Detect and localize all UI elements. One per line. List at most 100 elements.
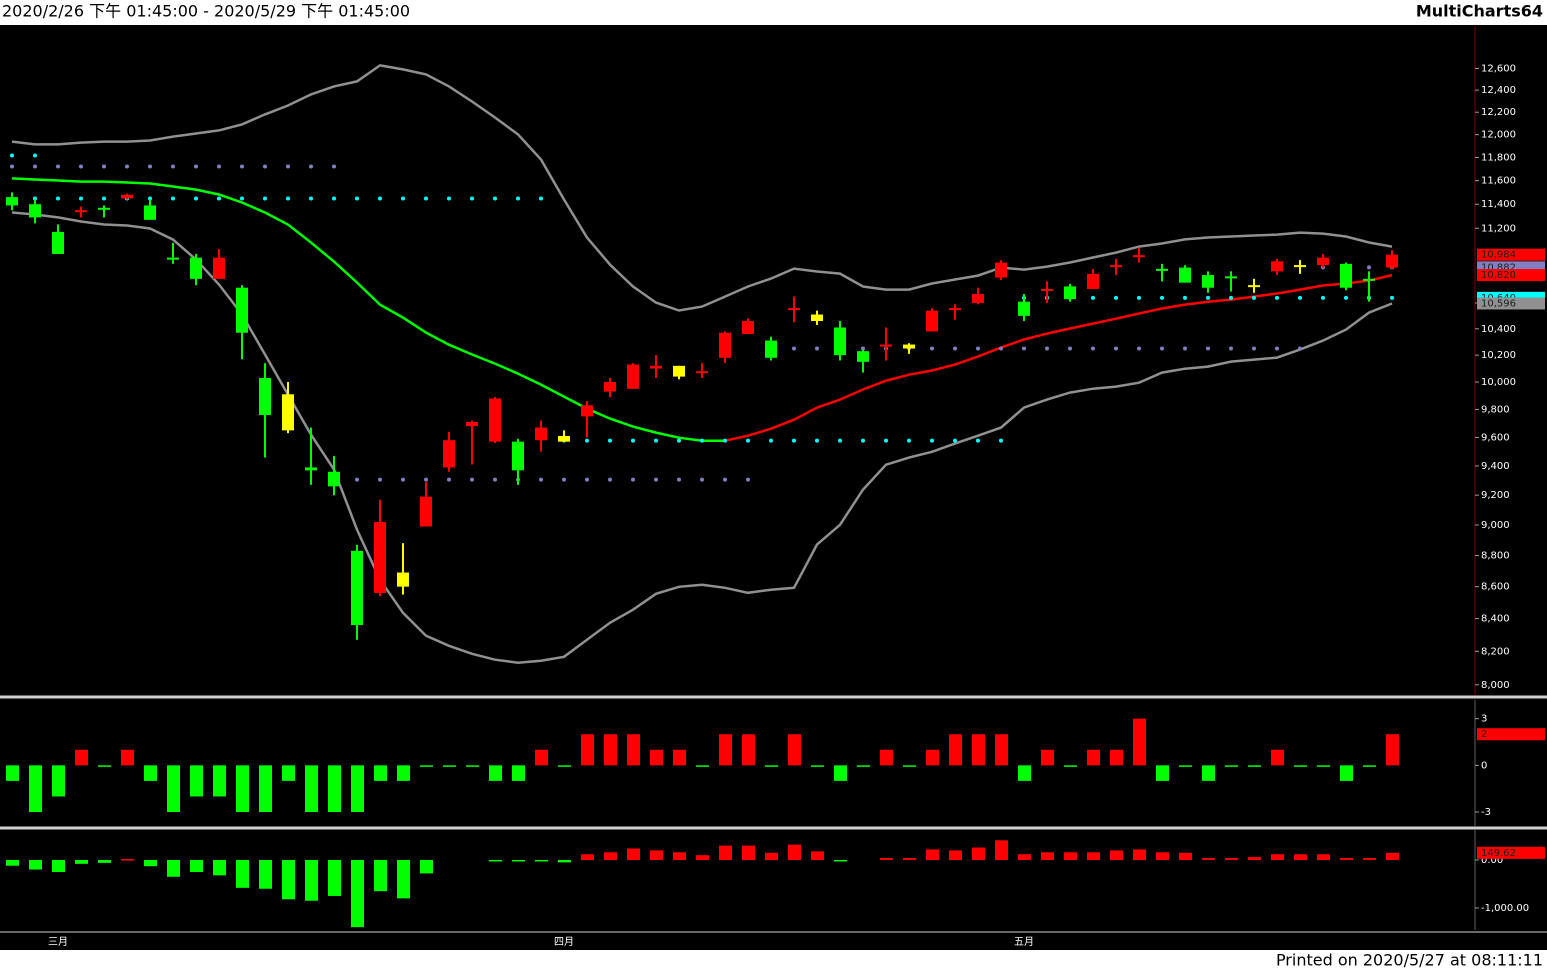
candle-body xyxy=(995,262,1007,278)
candle-body xyxy=(1363,278,1375,281)
histogram-bar xyxy=(144,859,157,867)
level-dot xyxy=(930,438,934,443)
histogram-bar xyxy=(926,749,939,766)
candle-body xyxy=(144,205,156,220)
level-dot xyxy=(1252,295,1256,300)
level-dot xyxy=(470,196,474,201)
price-tag-label: 10,882 xyxy=(1481,262,1516,273)
level-dot xyxy=(424,196,428,201)
level-dot xyxy=(10,164,14,169)
level-dot xyxy=(263,196,267,201)
candle-body xyxy=(1340,263,1352,288)
histogram-bar xyxy=(1248,765,1261,767)
candle-body xyxy=(696,371,708,374)
histogram-bar xyxy=(673,852,686,860)
date-range: 2020/2/26 下午 01:45:00 - 2020/5/29 下午 01:… xyxy=(2,2,410,21)
printed-note: Printed on 2020/5/27 at 08:11:11 xyxy=(1276,951,1543,970)
candle-body xyxy=(719,332,731,358)
histogram-bar xyxy=(604,734,617,766)
y-tick-label: 11,600 xyxy=(1481,176,1516,187)
level-dot xyxy=(378,196,382,201)
level-dot xyxy=(1114,295,1118,300)
level-dot xyxy=(286,164,290,169)
level-dot xyxy=(1183,346,1187,351)
histogram-bar xyxy=(788,734,801,766)
level-dot xyxy=(1229,295,1233,300)
level-dot xyxy=(309,196,313,201)
histogram-bar xyxy=(949,850,962,860)
histogram-bar xyxy=(903,858,916,860)
y-tick-label: 12,600 xyxy=(1481,63,1516,74)
candle-body xyxy=(1064,286,1076,300)
histogram-bar xyxy=(719,734,732,766)
level-dot xyxy=(976,346,980,351)
level-dot xyxy=(1344,295,1348,300)
histogram-bar xyxy=(834,859,847,862)
histogram-bar xyxy=(1340,858,1353,860)
level-dot xyxy=(1298,346,1302,351)
level-dot xyxy=(1275,346,1279,351)
app-name: MultiCharts64 xyxy=(1416,2,1543,21)
candle-body xyxy=(1386,254,1398,268)
histogram-bar xyxy=(765,765,778,767)
histogram-bar xyxy=(972,847,985,860)
level-dot xyxy=(217,196,221,201)
price-tag xyxy=(1477,269,1545,282)
level-dot xyxy=(562,477,566,482)
y-tick-label: 12,200 xyxy=(1481,107,1516,118)
histogram-bar xyxy=(466,765,479,767)
level-dot xyxy=(654,477,658,482)
level-dot xyxy=(1045,346,1049,351)
histogram-bar xyxy=(420,765,433,767)
level-dot xyxy=(700,438,704,443)
histogram-bar xyxy=(1271,854,1284,860)
level-dot xyxy=(999,438,1003,443)
candle-body xyxy=(121,194,133,199)
price-tag xyxy=(1477,297,1545,310)
histogram-bar xyxy=(535,859,548,862)
histogram-bar xyxy=(788,844,801,860)
histogram-bar xyxy=(1363,765,1376,767)
candle-body xyxy=(512,441,524,471)
histogram-bar xyxy=(742,845,755,860)
histogram-bar xyxy=(1363,858,1376,860)
candle-body xyxy=(880,344,892,347)
candle-body xyxy=(1294,265,1306,268)
y-tick-label: 0 xyxy=(1481,760,1487,771)
level-dot xyxy=(447,196,451,201)
histogram-bar xyxy=(443,765,456,767)
y-tick-label: -1,000.00 xyxy=(1481,903,1529,914)
level-dot xyxy=(33,164,37,169)
level-dot xyxy=(677,477,681,482)
histogram-bar xyxy=(75,749,88,766)
histogram-bar xyxy=(213,765,226,797)
histogram-bar xyxy=(75,859,88,864)
histogram-bar xyxy=(420,859,433,874)
candle-body xyxy=(765,340,777,358)
histogram-bar xyxy=(581,854,594,860)
histogram-bar xyxy=(236,765,249,812)
histogram-bar xyxy=(742,734,755,766)
candle-body xyxy=(466,421,478,427)
level-dot xyxy=(1091,295,1095,300)
month-label: 四月 xyxy=(554,936,574,948)
price-tag-label: 10,820 xyxy=(1481,270,1516,281)
level-dot xyxy=(217,164,221,169)
candle-body xyxy=(926,310,938,332)
level-dot xyxy=(493,196,497,201)
level-dot xyxy=(884,438,888,443)
level-dot xyxy=(378,477,382,482)
candle-body xyxy=(259,377,271,415)
histogram-bar xyxy=(1317,854,1330,860)
level-dot xyxy=(102,196,106,201)
histogram-bar xyxy=(259,765,272,812)
indicator-line xyxy=(11,177,725,442)
histogram-bar xyxy=(1317,765,1330,767)
level-dot xyxy=(79,196,83,201)
histogram-bar xyxy=(673,749,686,766)
histogram-bar xyxy=(1041,749,1054,766)
histogram-bar xyxy=(857,765,870,767)
histogram-bar xyxy=(1386,852,1399,860)
histogram-bar xyxy=(190,859,203,872)
histogram-bar xyxy=(167,859,180,877)
